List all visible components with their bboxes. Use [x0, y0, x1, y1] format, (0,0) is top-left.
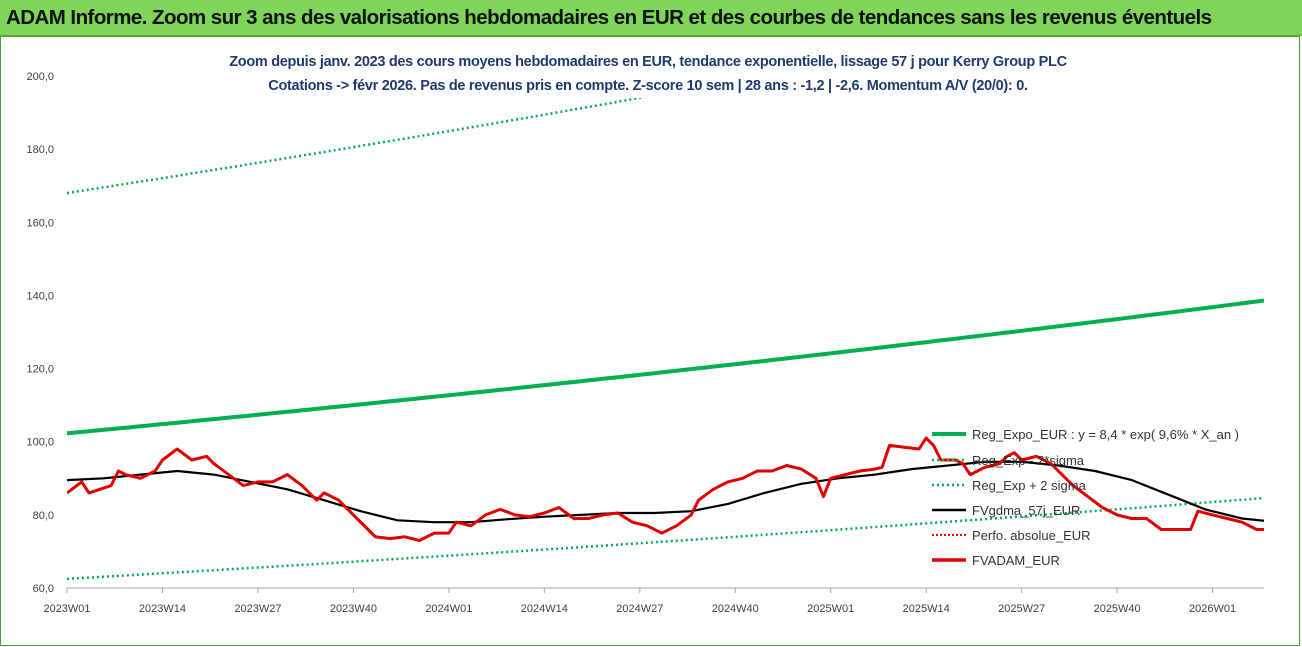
- y-tick-label: 200,0: [26, 71, 54, 83]
- series-layer: [67, 76, 1264, 581]
- y-tick-label: 120,0: [26, 364, 54, 376]
- y-tick-label: 180,0: [26, 144, 54, 156]
- x-tick-label: 2025W14: [903, 603, 950, 615]
- x-tick-label: 2024W01: [425, 603, 472, 615]
- y-tick-label: 100,0: [26, 437, 54, 449]
- legend-label: Reg_Exp - 2*sigma: [972, 453, 1085, 468]
- y-axis: 60,0 80,0 100,0 120,0 140,0 160,0 180,0 200,0: [26, 71, 54, 595]
- subtitle-line: Cotations -> févr 2026. Pas de revenus p…: [268, 78, 1028, 94]
- x-tick-label: 2023W14: [139, 603, 186, 615]
- chart-frame: [0, 36, 1300, 646]
- x-tick-label: 2023W40: [330, 603, 377, 615]
- x-tick-label: 2025W40: [1094, 603, 1141, 615]
- x-tick-label: 2024W14: [521, 603, 568, 615]
- x-tick-label: 2023W01: [43, 603, 90, 615]
- x-axis: 2023W01 2023W14 2023W27 2023W40 2024W01 2024W…: [43, 587, 1264, 615]
- y-tick-label: 80,0: [33, 510, 54, 522]
- y-tick-label: 60,0: [33, 583, 54, 595]
- y-tick-label: 160,0: [26, 217, 54, 229]
- legend-label: Reg_Exp + 2 sigma: [972, 478, 1087, 493]
- x-tick-label: 2023W27: [234, 603, 281, 615]
- x-tick-label: 2024W40: [712, 603, 759, 615]
- x-tick-label: 2025W01: [807, 603, 854, 615]
- series-reg-expo: [67, 298, 1264, 436]
- x-tick-label: 2024W27: [616, 603, 663, 615]
- x-tick-label: 2025W27: [998, 603, 1045, 615]
- report-title: ADAM Informe. Zoom sur 3 ans des valoris…: [6, 6, 1212, 29]
- y-tick-label: 140,0: [26, 290, 54, 302]
- legend-label: Perfo. absolue_EUR: [972, 528, 1091, 543]
- legend-label: FVADAM_EUR: [972, 553, 1060, 568]
- series-fvadam: [67, 436, 1264, 542]
- legend-label: Reg_Expo_EUR : y = 8,4 * exp( 9,6% * X_a…: [972, 427, 1239, 442]
- series-fvgdma: [67, 460, 1264, 524]
- chart-subtitle: Zoom depuis janv. 2023 des cours moyens …: [229, 54, 1068, 94]
- report-banner: ADAM Informe. Zoom sur 3 ans des valoris…: [0, 0, 1302, 36]
- subtitle-backdrop: [212, 76, 1084, 98]
- legend: Reg_Expo_EUR : y = 8,4 * exp( 9,6% * X_a…: [932, 427, 1239, 568]
- legend-label: FVgdma_57j_EUR: [972, 503, 1080, 518]
- x-tick-label: 2026W01: [1189, 603, 1236, 615]
- subtitle-line: Zoom depuis janv. 2023 des cours moyens …: [229, 54, 1067, 70]
